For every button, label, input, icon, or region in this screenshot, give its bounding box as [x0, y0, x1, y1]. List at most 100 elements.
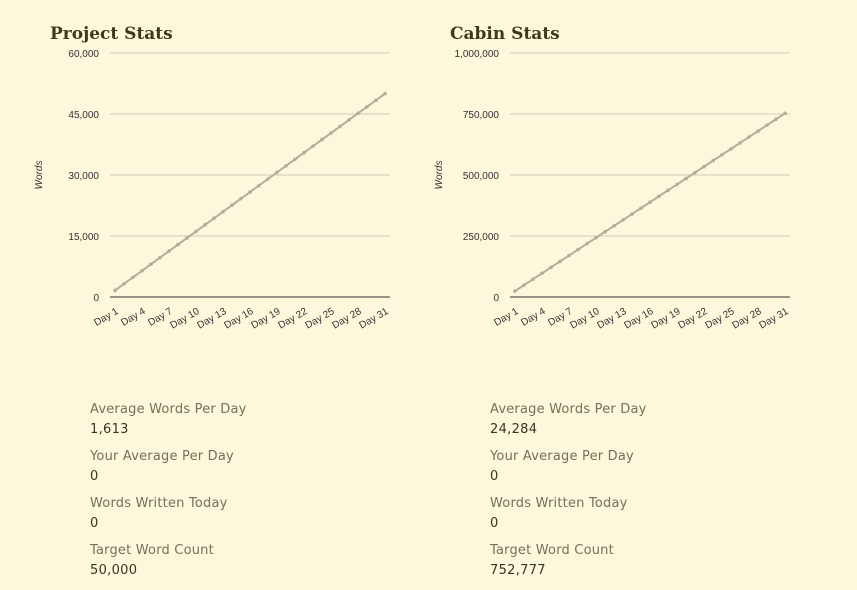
target-word-count-label: Target Word Count [90, 543, 214, 558]
x-tick-label: Day 22 [277, 306, 310, 332]
data-point [374, 98, 378, 103]
data-point [266, 177, 270, 181]
x-tick-label: Day 13 [196, 306, 229, 332]
x-tick-label: Day 31 [358, 306, 391, 332]
x-tick-label: Day 19 [650, 306, 683, 332]
x-tick-label: Day 16 [623, 306, 656, 332]
data-point [347, 118, 351, 122]
data-point [113, 288, 117, 293]
data-point [302, 150, 306, 155]
data-point [239, 196, 243, 201]
data-point [275, 170, 279, 175]
data-point [248, 190, 252, 194]
data-point [176, 242, 180, 247]
data-point [684, 176, 688, 181]
average-words-per-day-label: Average Words Per Day [490, 402, 647, 417]
your-average-per-day-value: 0 [90, 469, 99, 484]
words-written-today-value: 0 [490, 516, 499, 531]
data-point [338, 124, 342, 129]
data-point [284, 164, 288, 168]
y-tick-label: 1,000,000 [455, 49, 500, 60]
target-word-count-value: 752,777 [490, 563, 546, 578]
data-point [765, 123, 769, 127]
project-stats-title: Project Stats [50, 24, 173, 44]
y-tick-label: 60,000 [68, 49, 99, 60]
data-point [257, 183, 261, 188]
data-point [558, 259, 562, 264]
data-point [612, 224, 616, 228]
data-point [122, 282, 126, 286]
x-tick-label: Day 25 [704, 306, 737, 332]
data-point [576, 247, 580, 252]
y-tick-label: 30,000 [68, 171, 99, 182]
y-tick-label: 45,000 [68, 110, 99, 121]
your-average-per-day-label: Your Average Per Day [90, 449, 234, 464]
data-point [320, 137, 324, 142]
y-axis-title: Words [34, 161, 45, 190]
x-tick-label: Day 19 [250, 306, 283, 332]
words-written-today-label: Words Written Today [90, 496, 228, 511]
y-tick-label: 15,000 [68, 232, 99, 243]
data-point [747, 135, 751, 139]
x-tick-label: Day 28 [731, 306, 764, 332]
data-point [549, 265, 553, 270]
data-point [756, 129, 760, 133]
x-tick-label: Day 28 [331, 306, 364, 332]
data-point [720, 152, 724, 157]
x-tick-label: Day 10 [169, 306, 202, 332]
data-point [194, 229, 198, 234]
x-tick-label: Day 1 [92, 306, 121, 329]
average-words-per-day-value: 24,284 [490, 422, 538, 437]
data-point [158, 255, 162, 260]
data-point [531, 277, 535, 282]
x-tick-label: Day 25 [304, 306, 337, 332]
your-average-per-day-label: Your Average Per Day [490, 449, 634, 464]
data-point [594, 235, 598, 240]
cabin-stats-chart: 0 250,000 500,000 750,000 1,000,000 Words Day … [434, 49, 791, 332]
data-point [383, 91, 387, 96]
average-words-per-day-label: Average Words Per Day [90, 402, 247, 417]
data-point [212, 216, 216, 221]
data-point [167, 249, 171, 253]
data-point [657, 194, 661, 199]
data-point [639, 206, 643, 210]
y-tick-label: 0 [93, 293, 99, 304]
data-point [675, 182, 679, 187]
data-point [293, 157, 297, 162]
data-point [648, 200, 652, 204]
data-point [783, 111, 787, 116]
data-point [131, 275, 135, 280]
data-point [365, 104, 369, 109]
y-tick-label: 500,000 [463, 171, 500, 182]
data-point [630, 212, 634, 216]
data-point [221, 209, 225, 214]
target-word-count-label: Target Word Count [490, 543, 614, 558]
x-tick-label: Day 1 [492, 306, 521, 329]
data-point [203, 223, 207, 227]
cabin-stats-panel: Cabin Stats 0 250,000 500,000 750,000 1,000,… [400, 0, 820, 590]
data-point [540, 271, 544, 276]
data-point [513, 289, 517, 293]
data-point [230, 203, 234, 207]
data-point [140, 268, 144, 273]
data-point [149, 262, 153, 267]
y-tick-label: 750,000 [463, 110, 500, 121]
data-point [774, 117, 778, 122]
data-point [666, 188, 670, 193]
project-stats-panel: Project Stats 0 15,000 30,000 45,000 60,000 W… [0, 0, 420, 590]
project-stats-list: Average Words Per Day 1,613 Your Average… [90, 400, 247, 588]
x-tick-label: Day 22 [677, 306, 710, 332]
data-point [185, 236, 189, 240]
data-point [585, 241, 589, 246]
data-point [522, 283, 526, 287]
data-point [356, 111, 360, 116]
target-word-count-value: 50,000 [90, 563, 138, 578]
data-point [702, 164, 706, 169]
y-tick-label: 0 [493, 293, 499, 304]
x-tick-label: Day 4 [519, 306, 548, 329]
data-point [567, 253, 571, 258]
data-point [729, 147, 733, 151]
x-tick-label: Day 4 [119, 306, 148, 329]
data-point [603, 230, 607, 234]
data-point [329, 131, 333, 135]
